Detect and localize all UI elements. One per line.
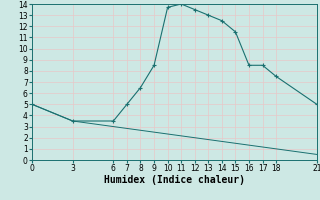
X-axis label: Humidex (Indice chaleur): Humidex (Indice chaleur) bbox=[104, 175, 245, 185]
